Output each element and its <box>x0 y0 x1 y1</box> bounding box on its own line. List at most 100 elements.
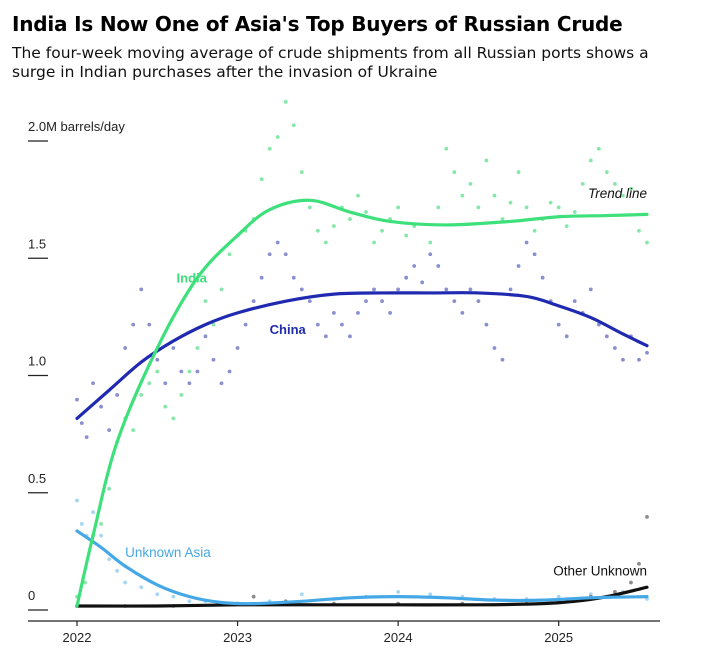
data-point <box>219 381 224 386</box>
data-point <box>251 594 256 599</box>
data-point <box>307 299 312 304</box>
data-point <box>645 240 649 245</box>
data-point <box>163 404 168 409</box>
data-point <box>396 205 401 210</box>
data-point <box>283 99 288 104</box>
data-point <box>299 592 304 597</box>
data-point <box>548 200 553 205</box>
data-point <box>500 357 505 362</box>
x-tick-label: 2025 <box>544 630 573 645</box>
data-point <box>115 568 120 573</box>
data-point <box>428 252 433 257</box>
data-point <box>508 287 513 292</box>
data-point <box>83 580 87 585</box>
data-point <box>235 346 240 350</box>
x-axis: 2022 2023 2024 2025 <box>28 620 660 645</box>
data-point <box>179 369 184 374</box>
data-point <box>195 369 200 374</box>
y-tick-label: 1.5 <box>28 236 46 251</box>
data-point <box>364 299 368 304</box>
data-point <box>516 170 521 175</box>
data-point <box>267 252 272 257</box>
y-tick-label: 2.0M barrels/day <box>28 119 125 134</box>
data-point <box>291 275 296 280</box>
data-point <box>340 322 344 327</box>
data-point <box>532 252 537 257</box>
data-point <box>420 280 425 285</box>
data-point <box>227 369 232 374</box>
data-point <box>147 322 152 327</box>
data-point <box>187 381 192 386</box>
data-point <box>139 287 144 292</box>
data-point <box>299 170 304 175</box>
data-point <box>452 170 457 175</box>
data-point <box>612 346 617 350</box>
data-point <box>99 404 103 409</box>
data-point <box>645 514 649 519</box>
data-point <box>588 158 593 163</box>
series-labels: India China Unknown Asia Other Unknown Trend… <box>125 186 647 579</box>
data-point <box>588 287 593 292</box>
trend-lines <box>75 198 649 608</box>
data-point <box>332 224 336 229</box>
data-point <box>99 533 103 538</box>
x-tick-label: 2023 <box>223 630 252 645</box>
data-point <box>572 210 577 214</box>
data-point <box>404 275 409 280</box>
series-label: China <box>270 322 307 337</box>
y-tick-label: 0.5 <box>28 471 46 486</box>
data-point <box>621 357 625 362</box>
data-point <box>645 350 649 355</box>
data-point <box>84 435 89 440</box>
data-point <box>123 346 128 350</box>
data-point <box>123 580 128 585</box>
data-point <box>323 240 328 245</box>
data-point <box>155 357 160 362</box>
data-point <box>524 240 529 245</box>
data-point <box>203 334 208 339</box>
data-point <box>596 146 601 151</box>
data-point <box>556 594 561 599</box>
series-label: Other Unknown <box>553 564 647 579</box>
data-point <box>444 146 449 151</box>
data-point <box>99 522 103 526</box>
data-point <box>91 510 95 515</box>
data-point <box>131 428 136 433</box>
data-point <box>283 252 288 257</box>
data-point <box>243 322 248 327</box>
data-point <box>412 264 417 268</box>
data-point <box>629 186 633 191</box>
data-point <box>444 287 449 292</box>
trend-line <box>75 291 649 420</box>
data-point <box>604 334 609 339</box>
data-point <box>468 182 473 186</box>
x-tick-label: 2022 <box>63 630 92 645</box>
data-point <box>79 421 84 425</box>
data-point <box>291 123 296 128</box>
data-point <box>476 205 481 210</box>
data-point <box>75 498 79 503</box>
data-point <box>187 599 192 604</box>
data-point <box>348 217 352 221</box>
data-point <box>155 369 160 374</box>
data-point <box>637 561 641 566</box>
data-point <box>621 193 625 198</box>
data-point <box>516 264 521 268</box>
data-point <box>171 416 176 421</box>
data-point <box>107 428 112 433</box>
data-point <box>460 193 465 198</box>
data-point <box>75 397 79 402</box>
data-point <box>259 275 264 280</box>
data-point <box>227 252 232 257</box>
data-point <box>404 233 409 238</box>
data-point <box>492 193 497 198</box>
data-point <box>564 224 569 229</box>
data-point <box>315 322 320 327</box>
chart-subtitle: The four-week moving average of crude sh… <box>12 44 649 81</box>
data-points <box>75 99 649 608</box>
data-point <box>163 381 168 386</box>
data-point <box>323 334 328 339</box>
series-label: India <box>177 270 208 285</box>
data-point <box>195 346 200 350</box>
series-label: Unknown Asia <box>125 545 211 560</box>
